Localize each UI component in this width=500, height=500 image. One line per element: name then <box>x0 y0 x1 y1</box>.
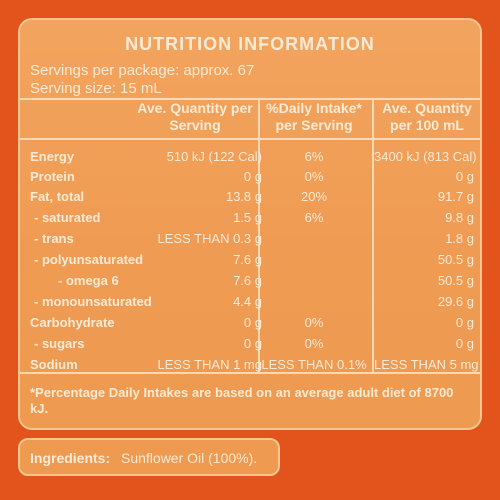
servings-per-package: Servings per package: approx. 67 <box>30 62 255 79</box>
daily-intake-value: 0% <box>304 169 324 184</box>
header-daily-intake: %Daily Intake* per Serving <box>266 100 362 133</box>
per-serving-value: 0 g <box>243 315 262 330</box>
row-label: - trans <box>34 231 74 246</box>
row-label: - monounsaturated <box>34 294 152 309</box>
divider-bottom <box>20 372 480 374</box>
daily-intake-footnote: *Percentage Daily Intakes are based on a… <box>30 385 454 416</box>
ingredients-value: Sunflower Oil (100%). <box>121 450 258 466</box>
per-serving-value: 510 kJ (122 Cal) <box>166 149 262 164</box>
table-row: - trans LESS THAN 0.3 g 1.8 g <box>20 228 480 248</box>
per-serving-value: LESS THAN 1 mg <box>157 357 262 372</box>
per-serving-value: 0 g <box>243 336 262 351</box>
daily-intake-value: LESS THAN 0.1% <box>261 357 367 372</box>
row-label: - sugars <box>34 336 85 351</box>
ingredients-label: Ingredients: <box>30 450 111 466</box>
panel-title: NUTRITION INFORMATION <box>125 34 375 54</box>
row-label: - polyunsaturated <box>34 252 144 267</box>
per-100ml-value: 0 g <box>455 169 474 184</box>
ingredients-box: Ingredients: Sunflower Oil (100%). <box>18 438 280 476</box>
header-per-serving: Ave. Quantity per Serving <box>137 100 253 133</box>
per-100ml-value: 50.5 g <box>437 252 474 267</box>
per-100ml-value: 9.8 g <box>445 210 474 225</box>
per-100ml-value: 3400 kJ (813 Cal) <box>374 149 477 164</box>
divider-top <box>20 98 480 100</box>
daily-intake-value: 20% <box>300 189 328 204</box>
divider-header <box>20 138 480 140</box>
per-100ml-value: LESS THAN 5 mg <box>374 357 479 372</box>
per-serving-value: 4.4 g <box>233 294 262 309</box>
row-label: - saturated <box>34 210 101 225</box>
table-row: - saturated 1.5 g 6% 9.8 g <box>20 207 480 227</box>
per-serving-value: 1.5 g <box>233 210 262 225</box>
per-serving-value: 13.8 g <box>225 189 262 204</box>
table-row: Energy 510 kJ (122 Cal) 6% 3400 kJ (813 Cal… <box>20 146 480 166</box>
daily-intake-value: 0% <box>304 315 324 330</box>
per-100ml-value: 91.7 g <box>437 189 474 204</box>
per-100ml-value: 0 g <box>455 315 474 330</box>
row-label: Energy <box>30 149 75 164</box>
per-100ml-value: 1.8 g <box>445 231 474 246</box>
header-per-100ml: Ave. Quantity per 100 mL <box>382 100 472 133</box>
serving-size: Serving size: 15 mL <box>30 80 162 97</box>
per-serving-value: LESS THAN 0.3 g <box>157 231 262 246</box>
per-serving-value: 7.6 g <box>233 273 262 288</box>
table-row: Fat, total 13.8 g 20% 91.7 g <box>20 186 480 206</box>
daily-intake-value: 6% <box>304 210 324 225</box>
table-row: - omega 6 7.6 g 50.5 g <box>20 270 480 290</box>
column-divider-2 <box>372 98 374 372</box>
row-label: Sodium <box>30 357 78 372</box>
table-row: Sodium LESS THAN 1 mg LESS THAN 0.1% LESS T… <box>20 354 480 374</box>
per-100ml-value: 0 g <box>455 336 474 351</box>
per-100ml-value: 29.6 g <box>437 294 474 309</box>
table-row: Carbohydrate 0 g 0% 0 g <box>20 312 480 332</box>
per-serving-value: 7.6 g <box>233 252 262 267</box>
row-label: Protein <box>30 169 75 184</box>
daily-intake-value: 6% <box>304 149 324 164</box>
table-row: Protein 0 g 0% 0 g <box>20 166 480 186</box>
row-label: - omega 6 <box>58 273 119 288</box>
per-100ml-value: 50.5 g <box>437 273 474 288</box>
per-serving-value: 0 g <box>243 169 262 184</box>
daily-intake-value: 0% <box>304 336 324 351</box>
row-label: Fat, total <box>30 189 85 204</box>
column-divider-1 <box>258 98 260 372</box>
nutrition-panel: NUTRITION INFORMATION Servings per packa… <box>18 18 482 430</box>
table-row: - polyunsaturated 7.6 g 50.5 g <box>20 249 480 269</box>
table-row: - monounsaturated 4.4 g 29.6 g <box>20 291 480 311</box>
table-row: - sugars 0 g 0% 0 g <box>20 333 480 353</box>
row-label: Carbohydrate <box>30 315 115 330</box>
